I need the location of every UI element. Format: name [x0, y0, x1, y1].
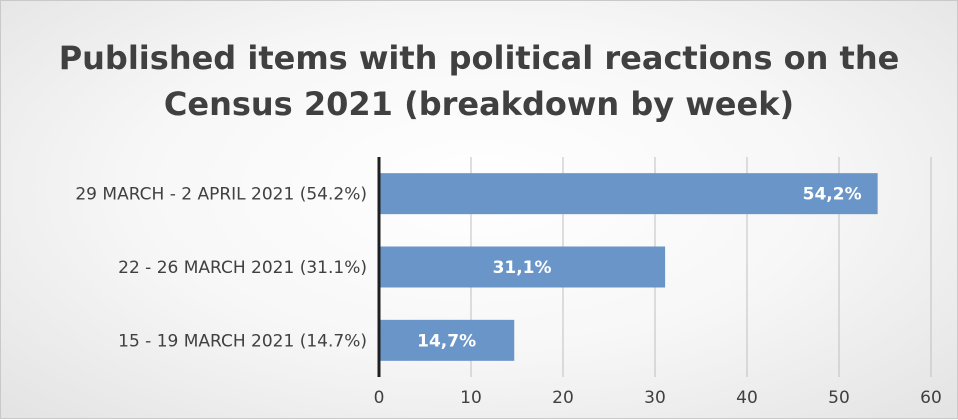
x-tick-label-20: 20 — [552, 388, 574, 408]
x-tick-label-50: 50 — [828, 388, 850, 408]
chart-title-line-1: Published items with political reactions… — [58, 39, 900, 77]
chart-title: Published items with political reactions… — [1, 35, 957, 127]
category-label-3: 15 - 19 MARCH 2021 (14.7%) — [118, 331, 367, 351]
x-tick-label-0: 0 — [374, 388, 385, 408]
bar-2 — [379, 246, 666, 288]
category-label-1: 29 MARCH - 2 APRIL 2021 (54.2%) — [75, 185, 367, 205]
category-label-2: 22 - 26 MARCH 2021 (31.1%) — [118, 258, 367, 278]
data-label-1: 54,2% — [803, 185, 862, 205]
x-tick-label-40: 40 — [736, 388, 758, 408]
bar-3 — [379, 319, 515, 361]
x-tick-label-60: 60 — [920, 388, 942, 408]
bar-1 — [379, 173, 878, 215]
x-tick-label-30: 30 — [644, 388, 666, 408]
data-label-3: 14,7% — [417, 331, 476, 351]
chart-title-line-2: Census 2021 (breakdown by week) — [163, 85, 795, 123]
x-tick-label-10: 10 — [460, 388, 482, 408]
data-label-2: 31,1% — [493, 258, 552, 278]
